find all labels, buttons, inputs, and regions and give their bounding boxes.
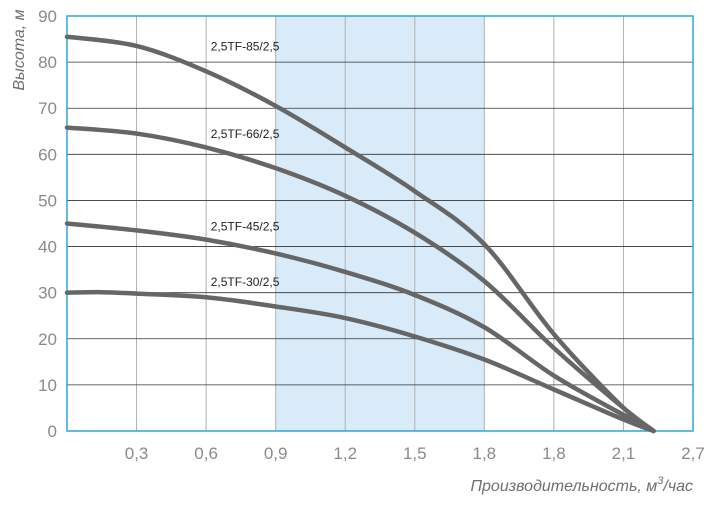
curve-series-2 xyxy=(64,125,656,434)
y-tick-label: 0 xyxy=(48,422,57,441)
curve-series-3 xyxy=(64,221,656,434)
y-tick-label: 60 xyxy=(38,145,57,164)
x-axis-label-suffix: /час xyxy=(662,478,693,495)
highlight-region xyxy=(275,16,485,431)
x-tick-label: 2,7 xyxy=(681,444,705,463)
curves xyxy=(64,34,656,434)
plot-background xyxy=(67,16,693,431)
y-tick-label: 10 xyxy=(38,376,57,395)
curve-label: 2,5TF-66/2,5 xyxy=(211,127,280,141)
curve-labels: 2,5TF-85/2,5 2,5TF-66/2,5 2,5TF-45/2,5 2,5T… xyxy=(211,40,280,289)
x-axis-label: Производительность, м3/час xyxy=(470,475,693,495)
x-tick-label: 1,5 xyxy=(403,444,427,463)
x-tick-label: 0,3 xyxy=(125,444,149,463)
x-tick-label: 1,8 xyxy=(473,444,497,463)
x-axis-label-sup: 3 xyxy=(657,475,664,487)
y-tick-label: 40 xyxy=(38,238,57,257)
curve-label: 2,5TF-30/2,5 xyxy=(211,275,280,289)
y-tick-label: 30 xyxy=(38,284,57,303)
x-tick-label: 2,1 xyxy=(612,444,636,463)
tick-labels: 0,3 0,6 0,9 1,2 1,5 1,8 1,8 2,1 2,7 0 10 20 30 40 50 60… xyxy=(38,7,705,463)
curve-series-1 xyxy=(64,34,656,434)
y-tick-label: 70 xyxy=(38,99,57,118)
curve-label: 2,5TF-45/2,5 xyxy=(211,219,280,233)
y-axis-label: Высота, м xyxy=(11,9,28,90)
curve-series-4 xyxy=(64,289,656,434)
grid-lines xyxy=(66,15,694,432)
y-tick-label: 50 xyxy=(38,191,57,210)
curve-label: 2,5TF-85/2,5 xyxy=(211,40,280,54)
x-tick-label: 1,2 xyxy=(333,444,357,463)
y-tick-label: 80 xyxy=(38,53,57,72)
x-tick-label: 0,6 xyxy=(194,444,218,463)
x-tick-label: 0,9 xyxy=(264,444,288,463)
x-axis-label-main: Производительность, м xyxy=(470,478,657,495)
y-tick-label: 90 xyxy=(38,7,57,26)
x-tick-label: 1,8 xyxy=(542,444,566,463)
y-tick-label: 20 xyxy=(38,330,57,349)
